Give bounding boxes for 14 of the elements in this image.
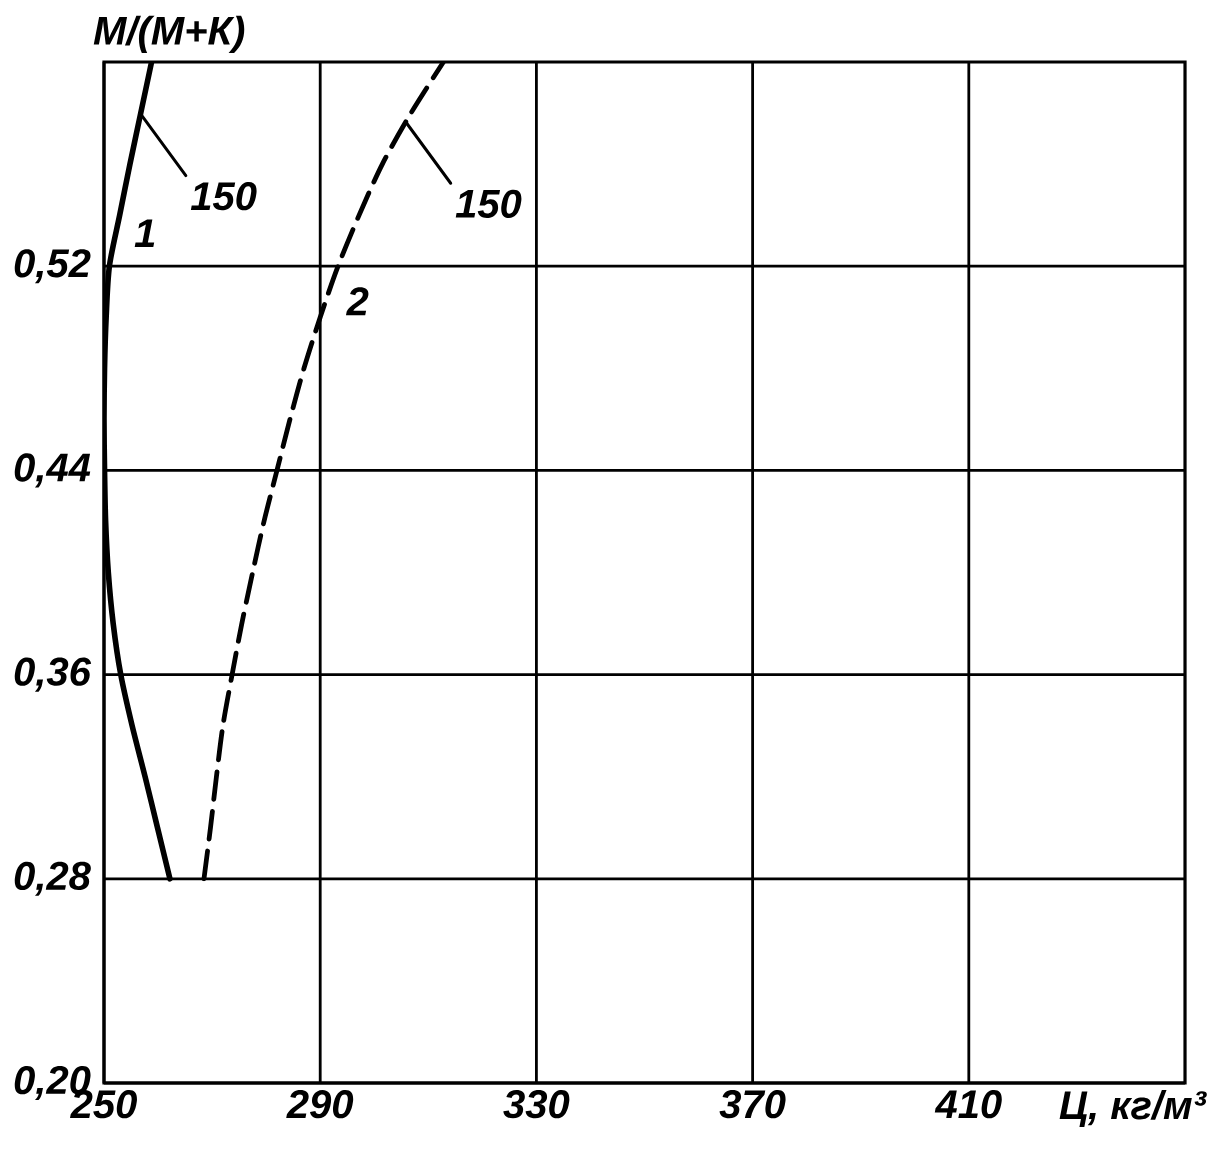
annotation: 150 [190, 182, 257, 211]
legend-label: 1 [134, 219, 155, 247]
x-axis-title: Ц, кг/м³ [1059, 1090, 1207, 1128]
x-tick-label: 410 [934, 1090, 1002, 1119]
y-tick-label: 0,28 [14, 861, 91, 896]
y-tick-label: 0,44 [14, 453, 91, 488]
annotation: 150 [455, 189, 522, 218]
x-tick-label: 330 [503, 1090, 570, 1119]
y-axis-title: М/(М+К) [93, 15, 245, 53]
y-tick-label: 0,36 [14, 657, 92, 692]
series-label: 2 [345, 287, 369, 316]
y-tick-label: 0,52 [14, 249, 91, 284]
x-tick-label: 290 [286, 1090, 354, 1119]
x-tick-label: 370 [719, 1090, 786, 1119]
